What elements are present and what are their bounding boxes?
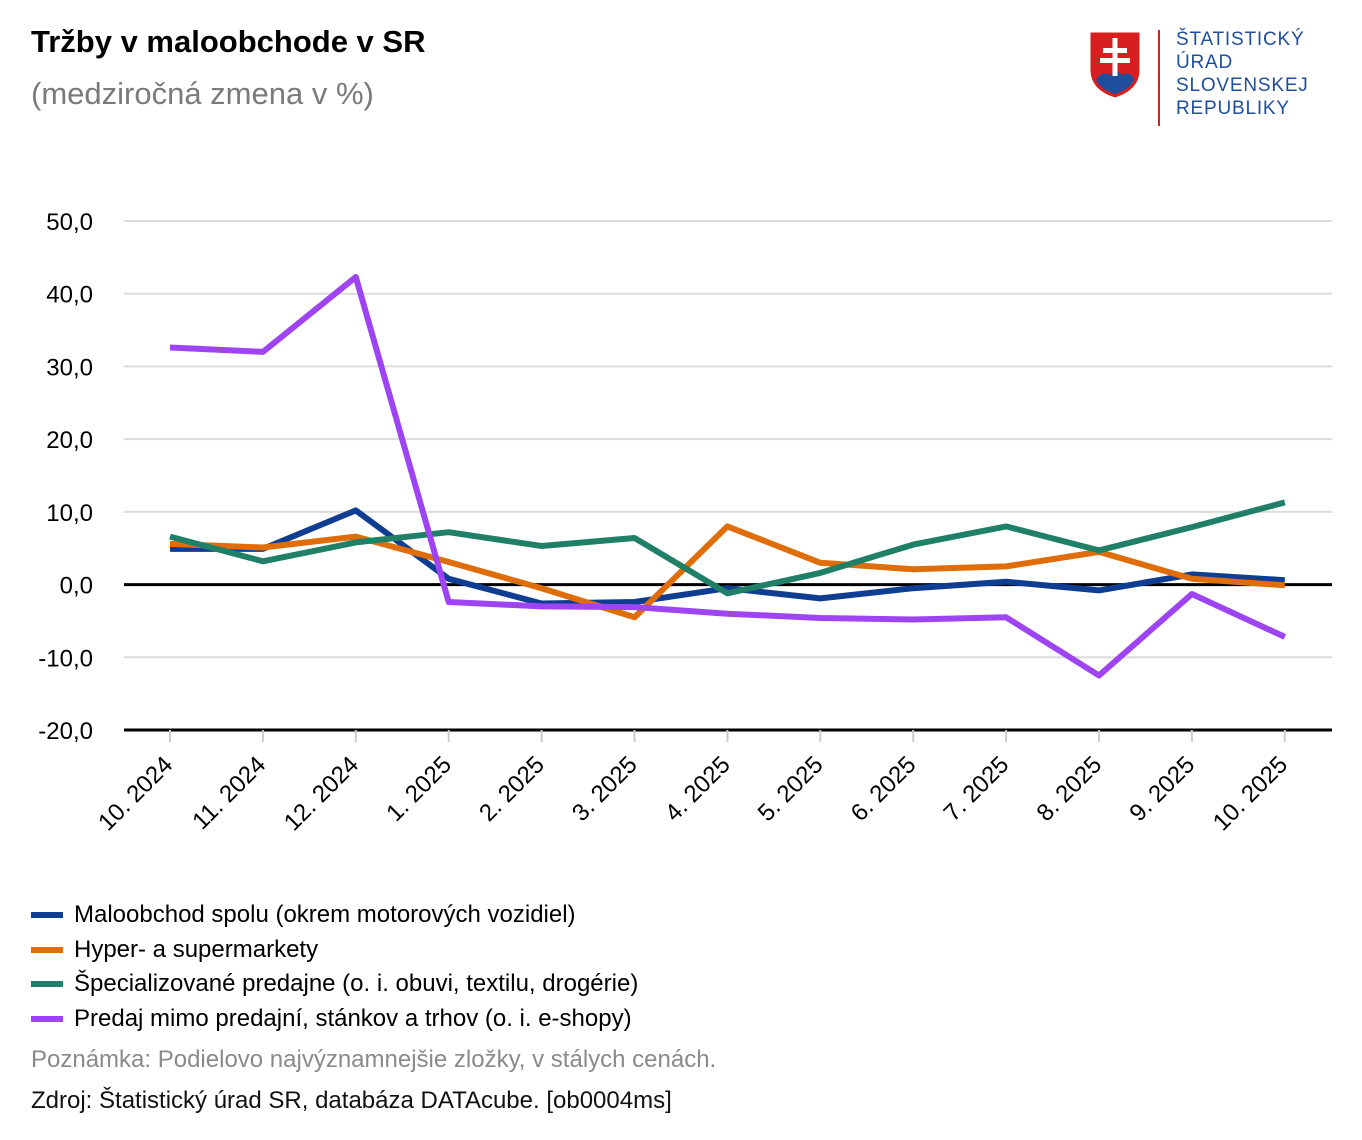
series-line-total-retail bbox=[170, 507, 1285, 607]
legend-label: Špecializované predajne (o. i. obuvi, te… bbox=[74, 970, 639, 998]
line-chart: 50,040,030,020,010,00,0-10,0-20,010. 202… bbox=[38, 209, 1332, 836]
y-tick-label: 20,0 bbox=[46, 427, 93, 454]
x-tick-label: 1. 2025 bbox=[381, 751, 457, 827]
legend-swatch bbox=[31, 912, 63, 919]
coat-of-arms-hills bbox=[1096, 71, 1134, 94]
legend-swatch bbox=[31, 1015, 63, 1022]
logo-line-1: ŠTATISTICKÝ bbox=[1176, 29, 1305, 50]
source-line: Zdroj: Štatistický úrad SR, databáza DAT… bbox=[31, 1087, 672, 1114]
series-line-non-store bbox=[169, 274, 1287, 679]
logo-text: ŠTATISTICKÝ ÚRAD SLOVENSKEJ REPUBLIKY bbox=[1176, 28, 1309, 120]
x-tick-label: 10. 2025 bbox=[1208, 751, 1293, 836]
x-tick-label: 7. 2025 bbox=[939, 751, 1015, 827]
legend-label: Maloobchod spolu (okrem motorových vozid… bbox=[74, 901, 576, 929]
legend-item-hypermarkets: Hyper- a supermarkety bbox=[31, 933, 638, 968]
legend: Maloobchod spolu (okrem motorových vozid… bbox=[31, 898, 638, 1036]
chart-title: Tržby v maloobchode v SR bbox=[31, 24, 426, 59]
y-tick-label: -10,0 bbox=[38, 645, 93, 672]
footnote: Poznámka: Podielovo najvýznamnejšie zlož… bbox=[31, 1046, 717, 1073]
x-tick-label: 11. 2024 bbox=[187, 751, 271, 835]
logo-line-4: REPUBLIKY bbox=[1176, 98, 1290, 119]
y-tick-label: 30,0 bbox=[46, 354, 93, 381]
x-tick-label: 10. 2024 bbox=[93, 751, 178, 836]
y-tick-label: 50,0 bbox=[46, 209, 93, 236]
x-tick-label: 6. 2025 bbox=[846, 751, 922, 827]
x-tick-label: 5. 2025 bbox=[753, 751, 829, 827]
chart-subtitle: (medziročná zmena v %) bbox=[31, 76, 374, 111]
statistical-office-logo bbox=[1089, 31, 1141, 99]
y-tick-label: 40,0 bbox=[46, 282, 93, 309]
x-tick-label: 2. 2025 bbox=[474, 751, 550, 827]
legend-swatch bbox=[31, 946, 63, 953]
logo-line-2: ÚRAD bbox=[1176, 52, 1234, 73]
legend-swatch bbox=[31, 981, 63, 988]
legend-item-total-retail: Maloobchod spolu (okrem motorových vozid… bbox=[31, 898, 638, 933]
y-tick-label: 0,0 bbox=[60, 573, 93, 600]
legend-item-specialized-stores: Špecializované predajne (o. i. obuvi, te… bbox=[31, 967, 638, 1002]
y-tick-label: 10,0 bbox=[46, 500, 93, 527]
series-line-specialized-stores bbox=[169, 499, 1286, 597]
x-tick-label: 4. 2025 bbox=[660, 751, 736, 827]
logo-line-3: SLOVENSKEJ bbox=[1176, 75, 1309, 96]
x-tick-label: 3. 2025 bbox=[567, 751, 643, 827]
coat-of-arms-cross bbox=[1100, 38, 1130, 76]
x-tick-label: 8. 2025 bbox=[1032, 751, 1108, 827]
legend-label: Predaj mimo predajní, stánkov a trhov (o… bbox=[74, 1004, 632, 1032]
x-tick-label: 9. 2025 bbox=[1124, 751, 1200, 827]
legend-label: Hyper- a supermarkety bbox=[74, 935, 319, 963]
series-line-hypermarkets bbox=[169, 523, 1286, 621]
logo-divider bbox=[1158, 30, 1160, 126]
x-tick-label: 12. 2024 bbox=[279, 751, 364, 836]
y-tick-label: -20,0 bbox=[38, 718, 93, 745]
legend-item-non-store: Predaj mimo predajní, stánkov a trhov (o… bbox=[31, 1002, 638, 1037]
